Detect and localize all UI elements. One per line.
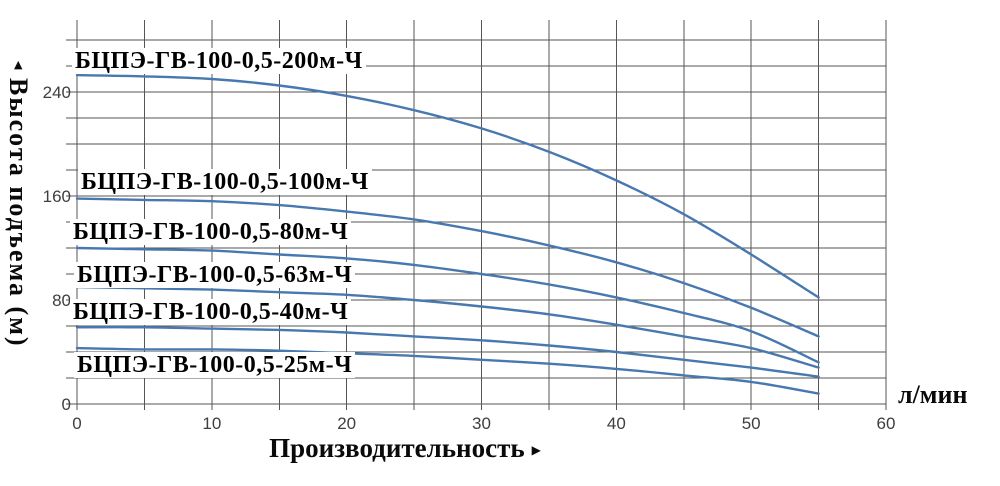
x-tick-label: 0 bbox=[72, 414, 82, 433]
curve-label-40m: БЦПЭ-ГВ-100-0,5-40м-Ч bbox=[70, 299, 352, 325]
x-tick-label: 10 bbox=[202, 414, 222, 433]
y-tick-label: 80 bbox=[52, 291, 71, 310]
curve-label-63m: БЦПЭ-ГВ-100-0,5-63м-Ч bbox=[74, 262, 356, 288]
x-axis-title: Производительность bbox=[269, 433, 525, 463]
x-axis-unit-label: л/мин bbox=[898, 380, 968, 409]
x-tick-label: 40 bbox=[606, 414, 626, 433]
x-tick-label: 60 bbox=[876, 414, 896, 433]
curve-label-100m: БЦПЭ-ГВ-100-0,5-100м-Ч bbox=[78, 169, 372, 195]
x-tick-label: 50 bbox=[741, 414, 761, 433]
y-tick-label: 160 bbox=[42, 187, 71, 206]
x-axis-title-row: Производительность ▶ bbox=[110, 433, 700, 464]
curve-label-80m: БЦПЭ-ГВ-100-0,5-80м-Ч bbox=[70, 219, 352, 245]
x-tick-label: 20 bbox=[337, 414, 357, 433]
x-axis-arrow-icon: ▶ bbox=[531, 443, 541, 457]
y-tick-label: 240 bbox=[42, 83, 71, 102]
curve-label-200m: БЦПЭ-ГВ-100-0,5-200м-Ч bbox=[72, 48, 366, 74]
y-axis-title: Высота подъема (м) bbox=[4, 78, 33, 348]
curve-label-25m: БЦПЭ-ГВ-100-0,5-25м-Ч bbox=[74, 352, 356, 378]
y-tick-label: 0 bbox=[61, 395, 71, 414]
x-tick-label: 30 bbox=[472, 414, 491, 433]
y-axis-arrow-icon: ▲ bbox=[14, 58, 23, 71]
